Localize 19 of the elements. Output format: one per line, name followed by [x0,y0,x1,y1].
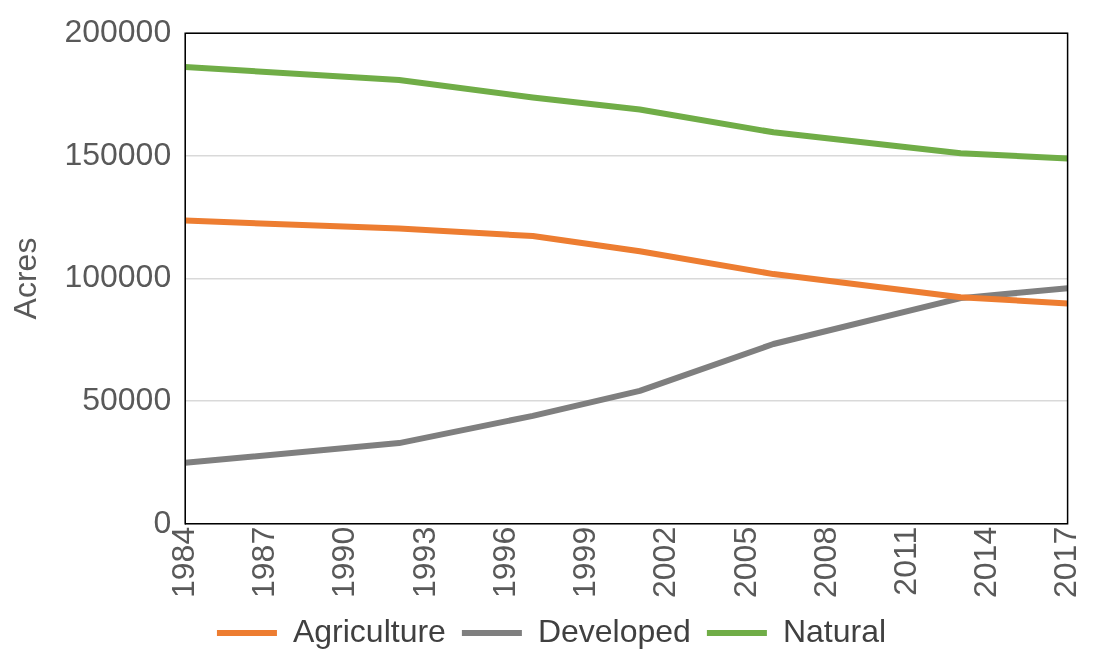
x-tick-label: 1987 [245,526,282,598]
y-tick-label: 150000 [64,135,172,172]
x-tick-label: 2008 [806,526,843,598]
x-tick-label: 1999 [566,526,603,598]
legend-label: Developed [537,612,691,649]
x-tick-label: 2005 [726,526,763,598]
x-tick-label: 1996 [485,526,522,598]
x-tick-label: 2002 [646,526,683,598]
y-tick-label: 100000 [64,258,172,295]
legend-label: Agriculture [292,612,446,649]
y-axis-title: Acres [7,237,44,320]
x-tick-label: 2017 [1047,526,1084,598]
x-tick-label: 1993 [405,526,442,598]
x-tick-label: 1990 [325,526,362,598]
x-tick-label: 2011 [886,526,923,596]
y-tick-label: 50000 [82,380,172,417]
y-tick-label: 200000 [64,13,172,50]
legend-label: Natural [782,612,887,649]
x-tick-label: 2014 [967,526,1004,598]
